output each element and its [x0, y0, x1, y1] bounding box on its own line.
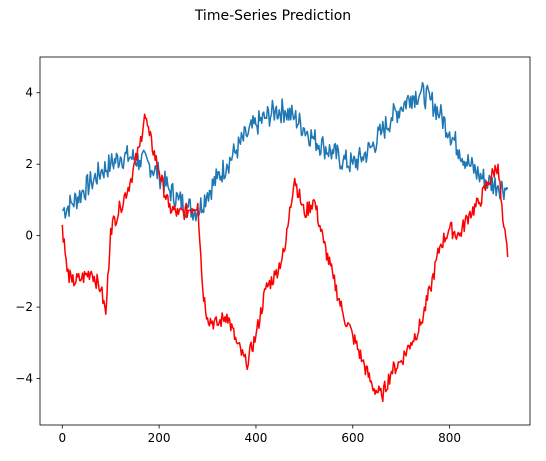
y-tick-label: −4 [15, 372, 33, 386]
y-tick-label: 2 [25, 157, 33, 171]
y-tick-label: 4 [25, 86, 33, 100]
x-tick-label: 800 [438, 431, 461, 445]
axes-layer: 0 200 400 600 800 −4 −2 0 2 4 [15, 56, 531, 445]
x-tick-label: 600 [341, 431, 364, 445]
y-tick-label: −2 [15, 300, 33, 314]
axes-frame [39, 56, 531, 426]
chart-title: Time-Series Prediction [194, 8, 352, 24]
series-line-2 [61, 113, 509, 403]
y-tick-label: 0 [25, 229, 33, 243]
series-layer [61, 81, 509, 403]
x-tick-label: 400 [244, 431, 267, 445]
x-tick-label: 0 [58, 431, 66, 445]
series-line-1 [61, 81, 509, 222]
x-tick-label: 200 [148, 431, 171, 445]
